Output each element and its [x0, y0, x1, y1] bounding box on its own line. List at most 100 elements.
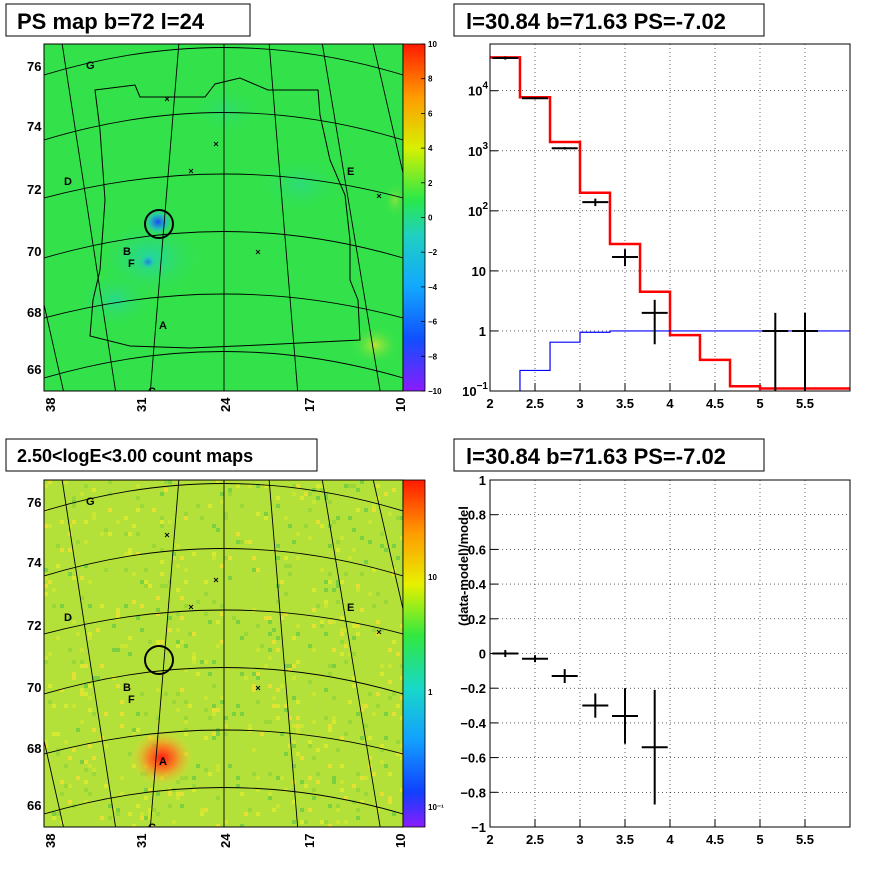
count-map-pixel — [64, 480, 68, 484]
count-map-pixel — [56, 732, 60, 736]
count-map-pixel — [364, 552, 368, 556]
count-map-pixel — [276, 688, 280, 692]
count-map-pixel — [268, 720, 272, 724]
count-map-pixel — [312, 624, 316, 628]
count-map-pixel — [192, 788, 196, 792]
count-map-pixel — [168, 616, 172, 620]
count-map-pixel — [196, 672, 200, 676]
count-map-pixel — [188, 580, 192, 584]
count-map-pixel — [44, 592, 48, 596]
count-map-pixel — [140, 580, 144, 584]
count-map-pixel — [84, 768, 88, 772]
count-map-pixel — [148, 812, 152, 816]
count-map-panel: 2.50<logE<3.00 count maps — [5, 438, 444, 848]
count-map-pixel — [244, 632, 248, 636]
count-map-pixel — [256, 672, 260, 676]
count-map-pixel — [296, 804, 300, 808]
count-map-pixel — [376, 808, 380, 812]
count-map-pixel — [316, 780, 320, 784]
count-map-pixel — [176, 544, 180, 548]
count-map-pixel — [204, 580, 208, 584]
count-map-pixel — [156, 596, 160, 600]
count-map-pixel — [296, 724, 300, 728]
count-map-source-label: F — [128, 694, 135, 706]
count-map-pixel — [356, 624, 360, 628]
spectrum-x-tick: 5 — [756, 396, 763, 411]
count-map-pixel — [60, 688, 64, 692]
ps-map-source-label: B — [123, 246, 131, 258]
count-map-pixel — [212, 684, 216, 688]
count-map-pixel — [64, 784, 68, 788]
count-map-cross-marker — [213, 577, 219, 583]
count-map-pixel — [172, 520, 176, 524]
count-map-pixel — [352, 800, 356, 804]
spectrum-y-tick: 1 — [479, 324, 486, 339]
count-map-pixel — [216, 524, 220, 528]
count-map-pixel — [180, 616, 184, 620]
count-map-pixel — [280, 776, 284, 780]
count-map-pixel — [124, 604, 128, 608]
count-map-pixel — [44, 512, 48, 516]
count-map-pixel — [316, 484, 320, 488]
count-map-pixel — [120, 792, 124, 796]
count-map-cross-marker — [164, 532, 170, 538]
count-map-pixel — [80, 756, 84, 760]
lon-grid-line — [61, 44, 116, 391]
count-map-pixel — [328, 580, 332, 584]
count-map-pixel — [64, 488, 68, 492]
count-map-pixel — [348, 652, 352, 656]
count-map-pixel — [232, 564, 236, 568]
count-map-pixel — [148, 816, 152, 820]
count-map-pixel — [144, 568, 148, 572]
count-map-pixel — [136, 552, 140, 556]
count-map-pixel — [228, 764, 232, 768]
count-map-pixel — [136, 496, 140, 500]
count-map-pixel — [268, 620, 272, 624]
ps-map-colorbar-tick: −6 — [428, 318, 438, 327]
count-map-pixel — [316, 552, 320, 556]
count-map-pixel — [400, 716, 403, 720]
count-map-pixel — [200, 812, 204, 816]
count-map-pixel — [120, 644, 124, 648]
count-map-pixel — [372, 604, 376, 608]
count-map-pixel — [100, 532, 104, 536]
spectrum-y-tick: 103 — [468, 141, 488, 159]
ps-map-colorbar-tick: 10 — [428, 40, 437, 49]
count-map-pixel — [84, 684, 88, 688]
count-map-pixel — [56, 564, 60, 568]
count-map-pixel — [256, 648, 260, 652]
count-map-pixel — [220, 612, 224, 616]
count-map-pixel — [280, 616, 284, 620]
count-map-pixel — [80, 648, 84, 652]
count-map-pixel — [368, 540, 372, 544]
count-map-x-tick: 24 — [218, 833, 233, 848]
count-map-pixel — [196, 780, 200, 784]
count-map-pixel — [308, 740, 312, 744]
count-map-pixel — [276, 704, 280, 708]
count-map-pixel — [276, 776, 280, 780]
count-map-pixel — [308, 812, 312, 816]
spectrum-title: l=30.84 b=71.63 PS=-7.02 — [466, 9, 726, 34]
count-map-pixel — [216, 732, 220, 736]
count-map-pixel — [340, 764, 344, 768]
count-map-pixel — [140, 692, 144, 696]
count-map-pixel — [128, 652, 132, 656]
count-map-pixel — [380, 576, 384, 580]
count-map-pixel — [124, 568, 128, 572]
count-map-pixel — [260, 500, 264, 504]
lon-grid-line — [372, 44, 403, 176]
ps-map-x-tick: 24 — [218, 397, 233, 412]
count-map-pixel — [392, 488, 396, 492]
count-map-pixel — [196, 600, 200, 604]
count-map-source-label: E — [347, 602, 354, 614]
count-map-pixel — [252, 556, 256, 560]
count-map-pixel — [172, 556, 176, 560]
count-map-pixel — [120, 712, 124, 716]
count-map-pixel — [44, 484, 48, 488]
count-map-pixel — [292, 800, 296, 804]
ps-map-cross-marker — [164, 96, 170, 102]
count-map-pixel — [340, 788, 344, 792]
lon-grid-line — [321, 44, 381, 391]
count-map-pixel — [292, 700, 296, 704]
count-map-pixel — [288, 744, 292, 748]
